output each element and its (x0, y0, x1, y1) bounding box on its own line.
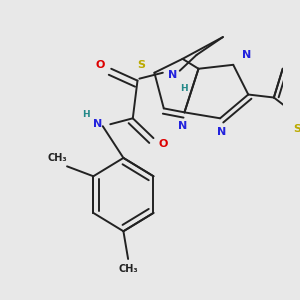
Text: N: N (242, 50, 251, 60)
Text: H: H (180, 84, 187, 93)
Text: N: N (178, 121, 187, 131)
Text: CH₃: CH₃ (118, 264, 138, 274)
Text: S: S (137, 60, 145, 70)
Text: N: N (217, 127, 226, 137)
Text: S: S (293, 124, 300, 134)
Text: N: N (168, 70, 177, 80)
Text: CH₃: CH₃ (48, 153, 68, 164)
Text: O: O (158, 139, 167, 149)
Text: O: O (95, 60, 105, 70)
Text: N: N (92, 119, 102, 129)
Text: H: H (82, 110, 90, 119)
